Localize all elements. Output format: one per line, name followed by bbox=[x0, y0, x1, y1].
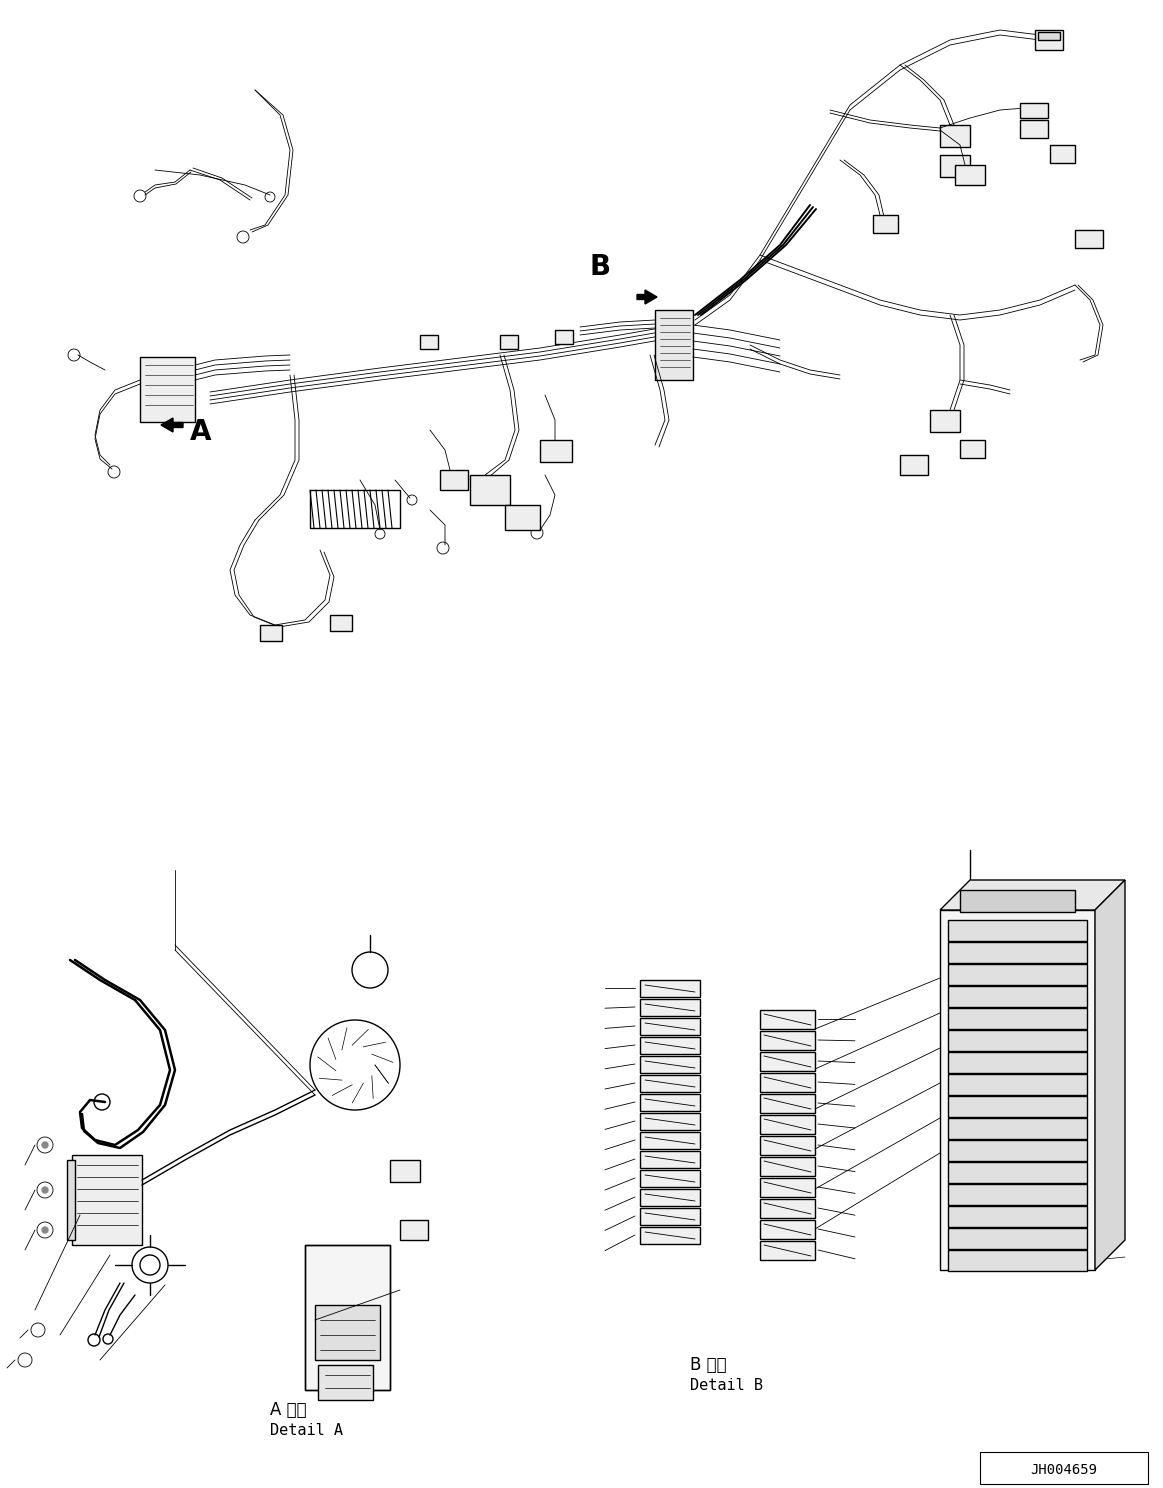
Bar bbox=[640, 1037, 700, 1054]
Bar bbox=[440, 470, 468, 490]
Text: B 詳細: B 詳細 bbox=[690, 1356, 727, 1373]
Bar bbox=[1039, 33, 1059, 40]
Bar bbox=[640, 998, 700, 1016]
Bar bbox=[948, 1140, 1087, 1161]
Bar bbox=[67, 1161, 74, 1240]
Bar bbox=[959, 890, 1075, 912]
Bar bbox=[759, 1178, 815, 1196]
Circle shape bbox=[42, 1228, 48, 1234]
Bar bbox=[930, 411, 959, 432]
Text: Detail A: Detail A bbox=[270, 1423, 343, 1437]
Bar bbox=[948, 1250, 1087, 1271]
Bar bbox=[420, 335, 438, 350]
Bar bbox=[948, 1097, 1087, 1117]
Bar bbox=[759, 1052, 815, 1071]
Bar bbox=[261, 625, 281, 641]
FancyArrow shape bbox=[160, 418, 183, 432]
Bar bbox=[759, 1135, 815, 1155]
Text: JH004659: JH004659 bbox=[1030, 1463, 1098, 1478]
Bar bbox=[640, 1189, 700, 1205]
Bar bbox=[500, 335, 518, 350]
Bar bbox=[640, 1228, 700, 1244]
Bar bbox=[948, 1205, 1087, 1228]
Bar bbox=[470, 475, 511, 504]
Bar bbox=[640, 1018, 700, 1036]
Bar bbox=[948, 987, 1087, 1007]
Bar bbox=[948, 1184, 1087, 1205]
Bar bbox=[72, 1155, 142, 1245]
Bar bbox=[759, 1073, 815, 1092]
Bar bbox=[940, 911, 1096, 1269]
Bar bbox=[759, 1199, 815, 1219]
Bar bbox=[400, 1220, 428, 1240]
Circle shape bbox=[42, 1141, 48, 1149]
Text: A 詳細: A 詳細 bbox=[270, 1402, 307, 1420]
Bar bbox=[948, 920, 1087, 940]
Bar bbox=[640, 1113, 700, 1129]
Bar bbox=[1020, 103, 1048, 118]
Bar bbox=[640, 1074, 700, 1092]
Bar bbox=[948, 1117, 1087, 1138]
Bar bbox=[940, 155, 970, 177]
Bar bbox=[759, 1241, 815, 1260]
Bar bbox=[873, 214, 898, 234]
Text: B: B bbox=[590, 253, 611, 281]
Text: Detail B: Detail B bbox=[690, 1378, 763, 1393]
Bar bbox=[948, 1162, 1087, 1183]
Bar bbox=[555, 330, 573, 344]
Bar bbox=[940, 125, 970, 147]
Bar bbox=[640, 1152, 700, 1168]
Bar bbox=[315, 1305, 380, 1360]
Bar bbox=[948, 1052, 1087, 1073]
Bar bbox=[1035, 30, 1063, 51]
Bar bbox=[955, 165, 985, 185]
Bar bbox=[540, 440, 572, 461]
Bar bbox=[759, 1158, 815, 1176]
Bar bbox=[948, 1074, 1087, 1095]
Bar bbox=[390, 1161, 420, 1181]
Bar bbox=[759, 1220, 815, 1240]
Bar bbox=[311, 490, 400, 528]
Bar bbox=[900, 455, 928, 475]
Bar bbox=[948, 964, 1087, 985]
Bar bbox=[1075, 231, 1103, 248]
Bar bbox=[948, 1228, 1087, 1248]
Bar bbox=[959, 440, 985, 458]
Bar bbox=[759, 1094, 815, 1113]
Bar bbox=[330, 615, 352, 631]
Bar bbox=[505, 504, 540, 530]
Bar bbox=[140, 357, 195, 423]
Bar bbox=[640, 1170, 700, 1187]
Bar bbox=[948, 1007, 1087, 1030]
Polygon shape bbox=[1096, 879, 1125, 1269]
Bar bbox=[305, 1245, 390, 1390]
Bar bbox=[1050, 144, 1075, 164]
Polygon shape bbox=[940, 879, 1125, 911]
Bar bbox=[948, 942, 1087, 963]
Bar bbox=[640, 981, 700, 997]
Bar bbox=[640, 1056, 700, 1073]
Bar bbox=[640, 1132, 700, 1149]
Bar bbox=[759, 1010, 815, 1030]
Text: A: A bbox=[190, 418, 212, 446]
Bar bbox=[305, 1245, 390, 1390]
Bar bbox=[640, 1094, 700, 1112]
Circle shape bbox=[42, 1187, 48, 1193]
Bar bbox=[948, 1030, 1087, 1051]
Bar bbox=[759, 1115, 815, 1134]
Bar bbox=[317, 1364, 373, 1400]
Bar bbox=[640, 1208, 700, 1225]
Bar bbox=[980, 1452, 1148, 1484]
Bar bbox=[759, 1031, 815, 1051]
Bar bbox=[655, 310, 693, 379]
FancyArrow shape bbox=[637, 290, 657, 304]
Bar bbox=[1020, 121, 1048, 138]
